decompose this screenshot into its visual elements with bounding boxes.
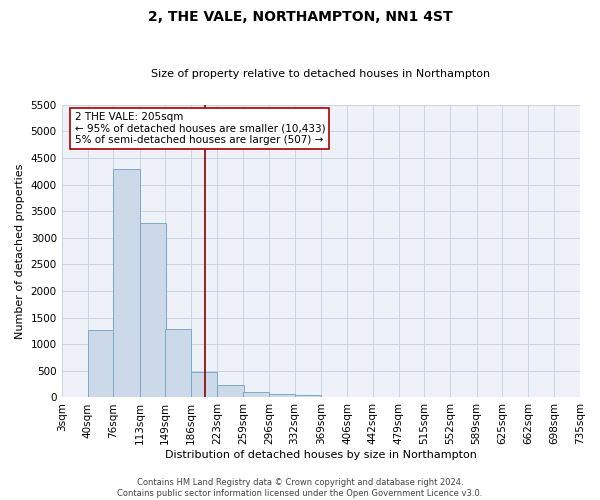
Text: 2, THE VALE, NORTHAMPTON, NN1 4ST: 2, THE VALE, NORTHAMPTON, NN1 4ST: [148, 10, 452, 24]
Bar: [295, 396, 321, 398]
Title: Size of property relative to detached houses in Northampton: Size of property relative to detached ho…: [151, 69, 490, 79]
Bar: [243, 392, 269, 398]
Bar: [191, 372, 217, 398]
Text: Contains HM Land Registry data © Crown copyright and database right 2024.
Contai: Contains HM Land Registry data © Crown c…: [118, 478, 482, 498]
Bar: [88, 330, 114, 398]
Text: 2 THE VALE: 205sqm
← 95% of detached houses are smaller (10,433)
5% of semi-deta: 2 THE VALE: 205sqm ← 95% of detached hou…: [74, 112, 325, 146]
X-axis label: Distribution of detached houses by size in Northampton: Distribution of detached houses by size …: [165, 450, 477, 460]
Bar: [140, 223, 166, 398]
Bar: [165, 329, 191, 398]
Y-axis label: Number of detached properties: Number of detached properties: [15, 164, 25, 339]
Bar: [113, 168, 140, 398]
Bar: [217, 385, 244, 398]
Bar: [269, 394, 295, 398]
